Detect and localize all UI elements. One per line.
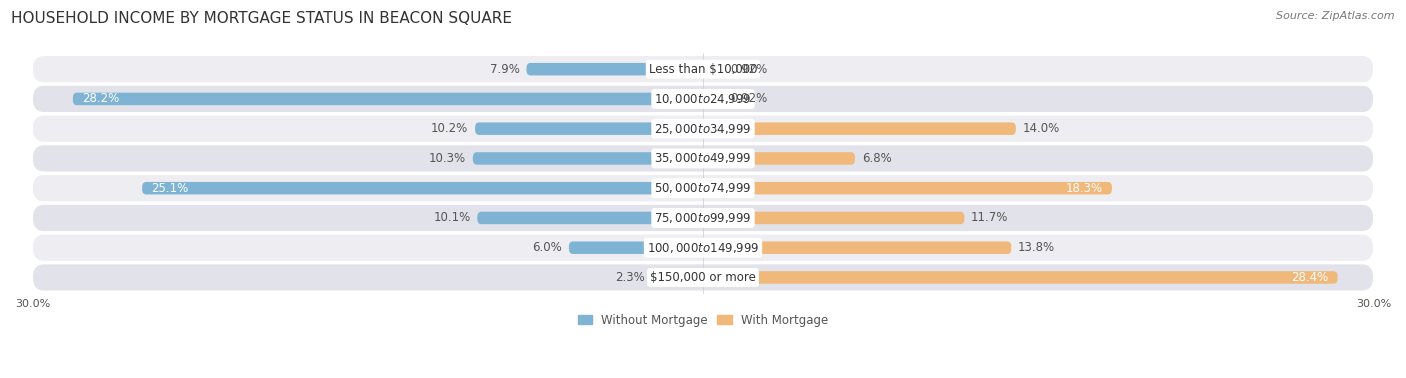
Text: $150,000 or more: $150,000 or more xyxy=(650,271,756,284)
FancyBboxPatch shape xyxy=(703,122,1017,135)
Text: 25.1%: 25.1% xyxy=(150,182,188,195)
FancyBboxPatch shape xyxy=(32,56,1374,82)
Legend: Without Mortgage, With Mortgage: Without Mortgage, With Mortgage xyxy=(574,309,832,331)
FancyBboxPatch shape xyxy=(703,182,1112,194)
FancyBboxPatch shape xyxy=(703,212,965,224)
Text: 10.2%: 10.2% xyxy=(432,122,468,135)
Text: 6.0%: 6.0% xyxy=(533,241,562,254)
Text: $10,000 to $24,999: $10,000 to $24,999 xyxy=(654,92,752,106)
Text: $35,000 to $49,999: $35,000 to $49,999 xyxy=(654,152,752,166)
FancyBboxPatch shape xyxy=(477,212,703,224)
FancyBboxPatch shape xyxy=(703,271,1337,284)
FancyBboxPatch shape xyxy=(32,264,1374,291)
FancyBboxPatch shape xyxy=(32,146,1374,172)
FancyBboxPatch shape xyxy=(73,93,703,105)
Text: 14.0%: 14.0% xyxy=(1022,122,1060,135)
Text: HOUSEHOLD INCOME BY MORTGAGE STATUS IN BEACON SQUARE: HOUSEHOLD INCOME BY MORTGAGE STATUS IN B… xyxy=(11,11,512,26)
Text: 2.3%: 2.3% xyxy=(616,271,645,284)
Text: 0.92%: 0.92% xyxy=(730,93,768,105)
FancyBboxPatch shape xyxy=(475,122,703,135)
FancyBboxPatch shape xyxy=(703,242,1011,254)
FancyBboxPatch shape xyxy=(526,63,703,76)
Text: 0.92%: 0.92% xyxy=(730,63,768,76)
FancyBboxPatch shape xyxy=(32,116,1374,142)
Text: 10.3%: 10.3% xyxy=(429,152,467,165)
Text: 13.8%: 13.8% xyxy=(1018,241,1054,254)
FancyBboxPatch shape xyxy=(472,152,703,165)
Text: 10.1%: 10.1% xyxy=(433,211,471,225)
FancyBboxPatch shape xyxy=(32,175,1374,201)
Text: 18.3%: 18.3% xyxy=(1066,182,1102,195)
FancyBboxPatch shape xyxy=(569,242,703,254)
Text: 11.7%: 11.7% xyxy=(972,211,1008,225)
Text: $50,000 to $74,999: $50,000 to $74,999 xyxy=(654,181,752,195)
FancyBboxPatch shape xyxy=(32,86,1374,112)
Text: 28.4%: 28.4% xyxy=(1292,271,1329,284)
Text: Source: ZipAtlas.com: Source: ZipAtlas.com xyxy=(1277,11,1395,21)
FancyBboxPatch shape xyxy=(651,271,703,284)
Text: Less than $10,000: Less than $10,000 xyxy=(648,63,758,76)
Text: $75,000 to $99,999: $75,000 to $99,999 xyxy=(654,211,752,225)
Text: 7.9%: 7.9% xyxy=(489,63,520,76)
Text: $25,000 to $34,999: $25,000 to $34,999 xyxy=(654,122,752,136)
FancyBboxPatch shape xyxy=(32,205,1374,231)
FancyBboxPatch shape xyxy=(32,235,1374,261)
FancyBboxPatch shape xyxy=(703,152,855,165)
Text: 28.2%: 28.2% xyxy=(82,93,120,105)
Text: 6.8%: 6.8% xyxy=(862,152,891,165)
Text: $100,000 to $149,999: $100,000 to $149,999 xyxy=(647,241,759,255)
FancyBboxPatch shape xyxy=(703,63,724,76)
FancyBboxPatch shape xyxy=(142,182,703,194)
FancyBboxPatch shape xyxy=(703,93,724,105)
